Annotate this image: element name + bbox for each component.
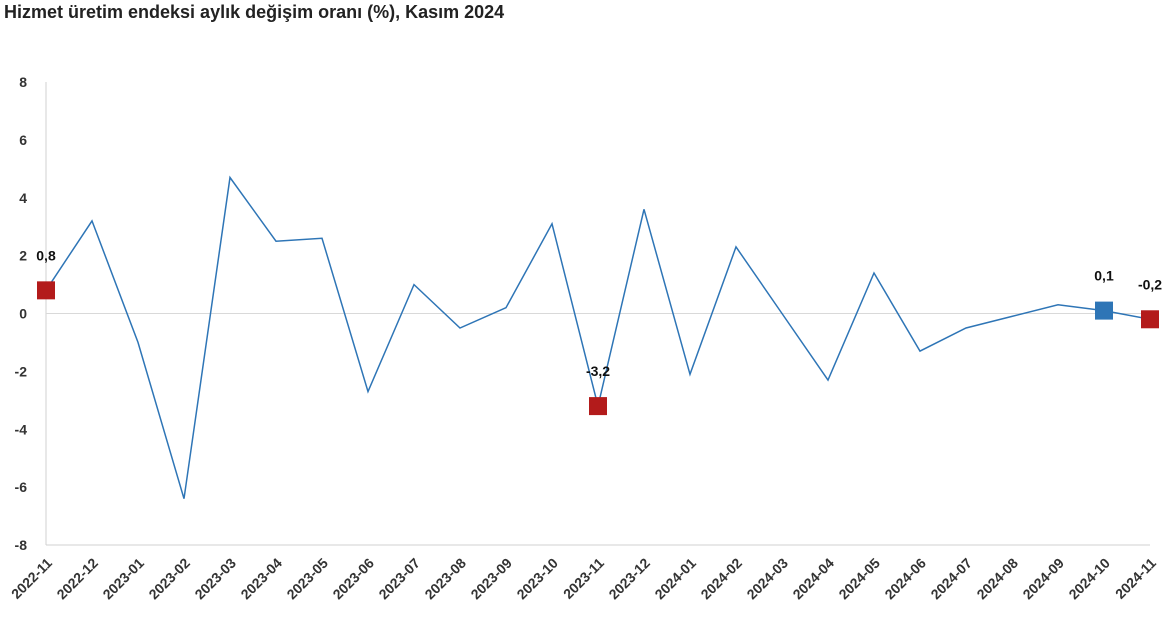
y-tick-label: 4 bbox=[19, 190, 27, 206]
x-tick-label: 2023-11 bbox=[560, 555, 607, 602]
chart-title: Hizmet üretim endeksi aylık değişim oran… bbox=[4, 2, 505, 22]
data-label: -3,2 bbox=[586, 363, 610, 379]
x-tick-label: 2024-11 bbox=[1112, 555, 1159, 602]
x-tick-label: 2023-12 bbox=[605, 555, 653, 603]
y-tick-label: -8 bbox=[15, 537, 28, 553]
x-tick-label: 2024-06 bbox=[881, 555, 929, 603]
x-tick-label: 2024-04 bbox=[789, 555, 837, 603]
data-label: 0,8 bbox=[36, 247, 56, 263]
series-line bbox=[45, 175, 1151, 499]
highlight-markers bbox=[37, 281, 1159, 416]
x-tick-label: 2023-07 bbox=[375, 555, 423, 603]
series-group bbox=[45, 175, 1151, 499]
x-tick-label: 2023-06 bbox=[329, 555, 377, 603]
x-tick-label: 2024-08 bbox=[973, 555, 1021, 603]
highlight-marker bbox=[1095, 301, 1113, 320]
x-tick-label: 2024-02 bbox=[697, 555, 745, 603]
data-labels: 0,8 -3,2 0,1 -0,2 bbox=[36, 247, 1162, 379]
x-tick-label: 2024-01 bbox=[651, 555, 699, 603]
x-tick-label: 2024-05 bbox=[835, 555, 883, 603]
y-tick-label: 6 bbox=[19, 132, 27, 148]
x-tick-label: 2023-03 bbox=[191, 555, 239, 603]
y-tick-label: -6 bbox=[15, 479, 28, 495]
x-tick-label: 2024-07 bbox=[927, 555, 975, 603]
x-tick-label: 2023-09 bbox=[467, 555, 515, 603]
data-label: 0,1 bbox=[1094, 268, 1114, 284]
x-tick-label: 2023-02 bbox=[145, 555, 193, 603]
y-axis-ticks: 8 6 4 2 0 -2 -4 -6 -8 bbox=[15, 74, 28, 553]
x-tick-label: 2024-09 bbox=[1019, 555, 1067, 603]
y-tick-label: -4 bbox=[15, 421, 28, 437]
x-tick-label: 2022-11 bbox=[8, 555, 55, 602]
y-tick-label: 8 bbox=[19, 74, 27, 90]
x-tick-label: 2022-12 bbox=[53, 555, 101, 603]
x-tick-label: 2023-08 bbox=[421, 555, 469, 603]
highlight-marker bbox=[1141, 310, 1159, 329]
highlight-marker bbox=[589, 397, 607, 416]
y-tick-label: 2 bbox=[19, 248, 27, 264]
x-tick-label: 2023-01 bbox=[99, 555, 147, 603]
x-tick-label: 2024-03 bbox=[743, 555, 791, 603]
x-tick-label: 2024-10 bbox=[1065, 555, 1113, 603]
x-tick-label: 2023-05 bbox=[283, 555, 331, 603]
highlight-marker bbox=[37, 281, 55, 300]
data-label: -0,2 bbox=[1138, 276, 1162, 292]
x-tick-label: 2023-10 bbox=[513, 555, 561, 603]
x-tick-label: 2023-04 bbox=[237, 555, 285, 603]
y-tick-label: -2 bbox=[15, 363, 28, 379]
chart-axes bbox=[45, 82, 1150, 546]
x-axis-ticks: 2022-112022-122023-012023-022023-032023-… bbox=[8, 555, 1159, 603]
y-tick-label: 0 bbox=[19, 306, 27, 322]
